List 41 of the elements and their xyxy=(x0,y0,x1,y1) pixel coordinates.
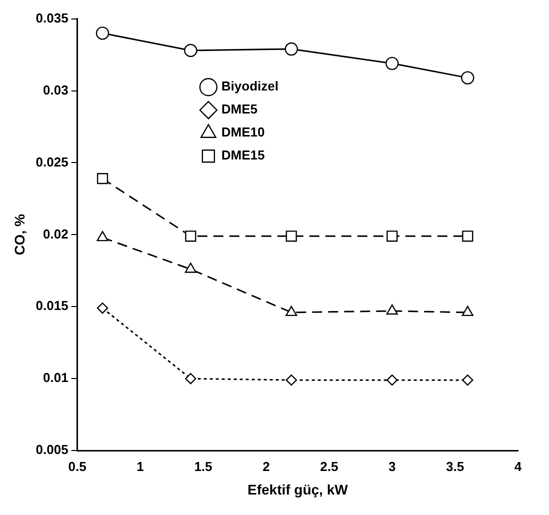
point xyxy=(184,44,198,58)
x-tick-label: 0.5 xyxy=(68,458,86,474)
y-tick-label: 0.005 xyxy=(36,442,68,458)
point xyxy=(386,230,398,242)
legend-label: DME5 xyxy=(221,102,258,117)
point xyxy=(386,304,398,315)
point xyxy=(462,230,474,242)
point xyxy=(185,373,196,384)
y-tick-label: 0.025 xyxy=(36,154,68,170)
x-tick-label: 2 xyxy=(262,458,270,474)
x-axis-title: Efektif güç, kW xyxy=(247,481,349,498)
legend-label: DME15 xyxy=(221,148,265,163)
point xyxy=(184,262,196,273)
y-tick-label: 0.015 xyxy=(36,298,68,314)
x-tick-label: 2.5 xyxy=(320,458,338,474)
x-tick-label: 3 xyxy=(388,458,396,474)
point xyxy=(284,42,298,56)
y-tick-label: 0.01 xyxy=(43,370,68,386)
y-tick-label: 0.035 xyxy=(36,10,68,26)
point xyxy=(185,230,196,242)
point xyxy=(96,26,110,40)
y-axis-title: CO, % xyxy=(11,214,28,256)
point xyxy=(96,230,108,242)
point xyxy=(461,71,474,84)
point xyxy=(286,230,297,242)
x-tick-label: 4 xyxy=(514,458,522,474)
point xyxy=(286,374,297,386)
y-tick-label: 0.03 xyxy=(43,82,68,98)
y-tick-label: 0.02 xyxy=(43,226,68,242)
point xyxy=(385,56,399,70)
x-tick-label: 1 xyxy=(136,458,144,474)
legend-label: Biyodizel xyxy=(221,78,278,94)
point xyxy=(386,374,398,386)
x-tick-label: 1.5 xyxy=(194,458,212,474)
point xyxy=(96,302,108,314)
point xyxy=(286,306,298,316)
legend-label: DME10 xyxy=(221,124,265,140)
point xyxy=(96,173,108,184)
x-tick-label: 3.5 xyxy=(446,458,464,474)
point xyxy=(462,374,474,386)
point xyxy=(462,306,474,316)
